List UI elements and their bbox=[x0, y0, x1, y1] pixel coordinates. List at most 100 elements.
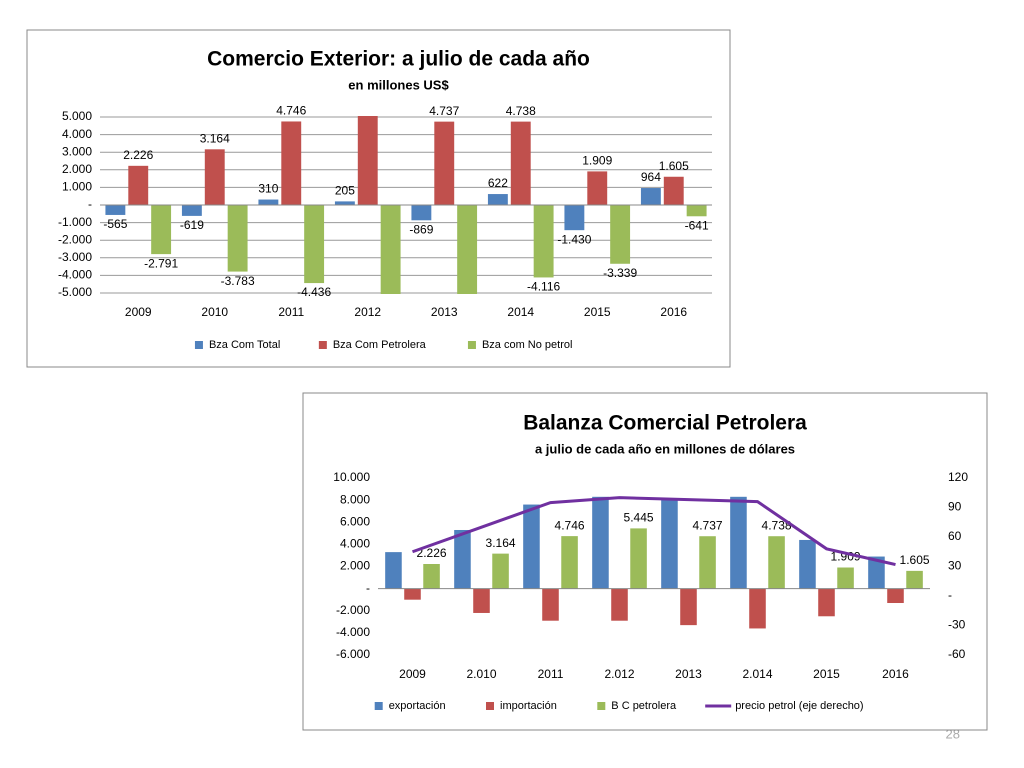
bar bbox=[385, 552, 402, 589]
bar bbox=[523, 504, 540, 589]
bar bbox=[542, 588, 559, 621]
bar bbox=[304, 205, 325, 284]
y-tick-label: - bbox=[88, 197, 92, 211]
plot-area bbox=[385, 496, 923, 629]
y2-tick-label: 60 bbox=[948, 529, 962, 543]
bar bbox=[680, 588, 697, 626]
chart-title: Comercio Exterior: a julio de cada año bbox=[207, 48, 590, 71]
chart-title: Balanza Comercial Petrolera bbox=[523, 412, 807, 435]
legend-label: Bza com No petrol bbox=[482, 339, 572, 351]
data-label: -641 bbox=[685, 218, 709, 232]
bar bbox=[473, 588, 490, 613]
bar bbox=[749, 588, 766, 629]
data-label: -2.791 bbox=[144, 256, 178, 270]
y2-tick-label: 120 bbox=[948, 470, 968, 484]
bar bbox=[818, 588, 835, 617]
legend-swatch bbox=[597, 702, 606, 710]
data-label: 964 bbox=[641, 170, 661, 184]
x-tick-label: 2016 bbox=[660, 305, 687, 319]
y-tick-label: 10.000 bbox=[333, 470, 370, 484]
y-tick-label: 5.000 bbox=[62, 109, 92, 123]
bar bbox=[181, 205, 202, 216]
data-label: 5.445 bbox=[624, 511, 654, 525]
legend-label: importación bbox=[500, 700, 557, 712]
bar bbox=[868, 556, 885, 589]
bar bbox=[887, 588, 904, 604]
bar bbox=[423, 563, 440, 589]
bar bbox=[640, 188, 661, 205]
y-tick-label: -3.000 bbox=[58, 250, 92, 264]
bar bbox=[404, 588, 421, 600]
y2-tick-label: - bbox=[948, 588, 952, 602]
legend-swatch bbox=[467, 341, 476, 349]
bar bbox=[533, 205, 554, 278]
data-label: 4.746 bbox=[555, 518, 585, 532]
chart-subtitle: en millones US$ bbox=[348, 77, 449, 92]
bar bbox=[227, 205, 248, 272]
data-label: 2.226 bbox=[417, 546, 447, 560]
legend-label: exportación bbox=[389, 700, 446, 712]
bar bbox=[587, 171, 608, 205]
x-tick-label: 2014 bbox=[507, 305, 534, 319]
y-tick-label: -6.000 bbox=[336, 647, 370, 661]
bar bbox=[610, 205, 631, 264]
data-label: 205 bbox=[335, 184, 355, 198]
x-tick-label: 2.012 bbox=[604, 667, 634, 681]
y-tick-label: - bbox=[366, 581, 370, 595]
x-tick-label: 2012 bbox=[354, 305, 381, 319]
bar bbox=[492, 553, 509, 589]
bar bbox=[457, 205, 478, 294]
data-label: 4.738 bbox=[762, 518, 792, 532]
data-label: 4.746 bbox=[276, 104, 306, 118]
data-label: 2.226 bbox=[123, 148, 153, 162]
bar bbox=[454, 529, 471, 589]
bar bbox=[357, 116, 378, 205]
bar bbox=[630, 528, 647, 589]
legend-swatch bbox=[318, 341, 327, 349]
data-label: -565 bbox=[103, 217, 127, 231]
x-tick-label: 2009 bbox=[125, 305, 152, 319]
y-tick-label: 3.000 bbox=[62, 144, 92, 158]
legend-swatch bbox=[194, 341, 203, 349]
y-tick-label: -4.000 bbox=[58, 268, 92, 282]
bar bbox=[592, 496, 609, 589]
x-tick-label: 2015 bbox=[584, 305, 611, 319]
y2-tick-label: -30 bbox=[948, 618, 966, 632]
data-label: 310 bbox=[258, 182, 278, 196]
bar bbox=[799, 539, 816, 589]
bar bbox=[487, 194, 508, 205]
bar bbox=[837, 567, 854, 589]
x-tick-label: 2016 bbox=[882, 667, 909, 681]
y-tick-label: 2.000 bbox=[62, 162, 92, 176]
bar bbox=[730, 496, 747, 589]
y-tick-label: -5.000 bbox=[58, 285, 92, 299]
y-tick-label: 8.000 bbox=[340, 492, 370, 506]
y-tick-label: 4.000 bbox=[340, 537, 370, 551]
bar bbox=[663, 176, 684, 205]
x-tick-label: 2013 bbox=[675, 667, 702, 681]
bar bbox=[686, 205, 707, 217]
data-label: 4.737 bbox=[693, 518, 723, 532]
bar bbox=[334, 201, 355, 205]
bar bbox=[380, 205, 401, 294]
bar bbox=[434, 121, 455, 205]
bar bbox=[258, 199, 279, 205]
legend-swatch bbox=[486, 702, 494, 710]
y-tick-label: -1.000 bbox=[58, 215, 92, 229]
data-label: -3.783 bbox=[221, 274, 255, 288]
x-tick-label: 2.014 bbox=[742, 667, 772, 681]
data-label: 4.737 bbox=[429, 104, 459, 118]
legend-label: precio petrol (eje derecho) bbox=[735, 700, 863, 712]
bar bbox=[768, 536, 785, 589]
y-tick-label: -4.000 bbox=[336, 625, 370, 639]
legend-swatch bbox=[374, 702, 383, 710]
y-tick-label: 1.000 bbox=[62, 180, 92, 194]
bar bbox=[105, 205, 126, 215]
bar bbox=[699, 536, 716, 589]
y-tick-label: 6.000 bbox=[340, 514, 370, 528]
data-label: 1.909 bbox=[582, 154, 612, 168]
chart: Comercio Exterior: a julio de cada año en… bbox=[26, 29, 731, 368]
x-tick-label: 2015 bbox=[813, 667, 840, 681]
y-tick-label: 4.000 bbox=[62, 127, 92, 141]
